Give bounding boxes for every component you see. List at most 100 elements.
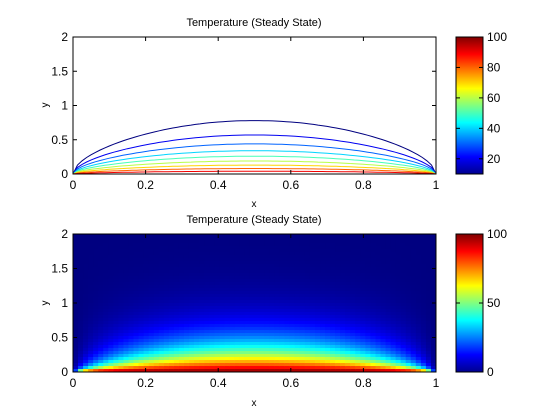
- heatmap-cell: [148, 258, 155, 262]
- heatmap-cell: [410, 270, 417, 274]
- x-tick-label: 0.2: [137, 376, 154, 390]
- heatmap-cell: [229, 264, 235, 268]
- heatmap-cell: [289, 249, 296, 253]
- heatmap-cell: [214, 279, 220, 283]
- heatmap-cell: [330, 342, 336, 346]
- heatmap-cell: [289, 333, 296, 337]
- heatmap-cell: [259, 273, 266, 277]
- heatmap-cell: [420, 366, 427, 370]
- heatmap-cell: [214, 354, 220, 358]
- heatmap-cell: [153, 333, 160, 337]
- heatmap-cell: [168, 291, 175, 295]
- heatmap-cell: [123, 234, 130, 238]
- heatmap-cell: [405, 354, 412, 358]
- heatmap-cell: [188, 291, 195, 295]
- heatmap-cell: [188, 264, 195, 268]
- heatmap-cell: [264, 282, 271, 286]
- heatmap-cell: [425, 315, 432, 319]
- heatmap-cell: [249, 282, 256, 286]
- heatmap-cell: [93, 306, 99, 310]
- heatmap-cell: [239, 288, 246, 292]
- heatmap-cell: [390, 276, 397, 280]
- heatmap-cell: [320, 261, 326, 265]
- heatmap-cell: [350, 318, 356, 322]
- heatmap-cell: [400, 312, 407, 316]
- heatmap-cell: [163, 306, 170, 310]
- heatmap-cell: [309, 285, 316, 289]
- heatmap-cell: [304, 243, 311, 247]
- heatmap-cell: [158, 294, 165, 298]
- heatmap-cell: [158, 336, 165, 340]
- heatmap-cell: [234, 348, 240, 352]
- heatmap-cell: [128, 312, 135, 316]
- heatmap-cell: [254, 363, 261, 367]
- heatmap-cell: [168, 255, 175, 259]
- heatmap-cell: [73, 252, 79, 256]
- heatmap-cell: [410, 279, 417, 283]
- heatmap-cell: [410, 264, 417, 268]
- heatmap-cell: [400, 363, 407, 367]
- heatmap-cell: [370, 285, 377, 289]
- heatmap-cell: [183, 243, 190, 247]
- heatmap-cell: [158, 267, 165, 271]
- heatmap-cell: [355, 258, 361, 262]
- heatmap-cell: [173, 336, 180, 340]
- heatmap-cell: [370, 369, 377, 372]
- heatmap-cell: [274, 318, 281, 322]
- heatmap-cell: [183, 279, 190, 283]
- heatmap-cell: [178, 276, 185, 280]
- heatmap-cell: [259, 336, 266, 340]
- heatmap-cell: [93, 285, 99, 289]
- heatmap-cell: [168, 309, 175, 313]
- heatmap-cell: [138, 303, 145, 307]
- heatmap-cell: [209, 234, 215, 238]
- heatmap-cell: [269, 318, 276, 322]
- heatmap-cell: [325, 234, 331, 238]
- heatmap-cell: [355, 318, 361, 322]
- heatmap-cell: [133, 288, 140, 292]
- heatmap-cell: [163, 267, 170, 271]
- heatmap-cell: [390, 234, 397, 238]
- heatmap-cell: [360, 357, 367, 361]
- heatmap-cell: [219, 246, 225, 250]
- heatmap-cell: [214, 321, 220, 325]
- heatmap-cell: [390, 348, 397, 352]
- heatmap-cell: [375, 234, 382, 238]
- heatmap-cell: [133, 303, 140, 307]
- heatmap-cell: [350, 294, 356, 298]
- heatmap-cell: [274, 279, 281, 283]
- heatmap-cell: [88, 321, 94, 325]
- heatmap-cell: [199, 279, 205, 283]
- heatmap-cell: [405, 288, 412, 292]
- heatmap-cell: [274, 324, 281, 328]
- heatmap-cell: [244, 324, 251, 328]
- heatmap-cell: [148, 303, 155, 307]
- heatmap-cell: [153, 261, 160, 265]
- heatmap-cell: [425, 252, 432, 256]
- heatmap-cell: [113, 339, 119, 343]
- heatmap-cell: [420, 351, 427, 355]
- heatmap-cell: [345, 342, 351, 346]
- heatmap-cell: [375, 303, 382, 307]
- heatmap-cell: [133, 246, 140, 250]
- heatmap-cell: [425, 312, 432, 316]
- heatmap-cell: [153, 255, 160, 259]
- heatmap-cell: [93, 345, 99, 349]
- heatmap-cell: [178, 294, 185, 298]
- heatmap-cell: [219, 291, 225, 295]
- heatmap-cell: [279, 237, 286, 241]
- heatmap-cell: [108, 321, 114, 325]
- heatmap-cell: [395, 354, 402, 358]
- heatmap-cell: [299, 357, 306, 361]
- heatmap-cell: [254, 306, 261, 310]
- heatmap-cell: [254, 366, 261, 370]
- heatmap-cell: [133, 291, 140, 295]
- heatmap-cell: [340, 369, 346, 372]
- heatmap-cell: [88, 261, 94, 265]
- heatmap-cell: [350, 270, 356, 274]
- heatmap-cell: [264, 357, 271, 361]
- heatmap-cell: [199, 267, 205, 271]
- heatmap-cell: [204, 309, 210, 313]
- heatmap-cell: [350, 336, 356, 340]
- heatmap-cell: [148, 297, 155, 301]
